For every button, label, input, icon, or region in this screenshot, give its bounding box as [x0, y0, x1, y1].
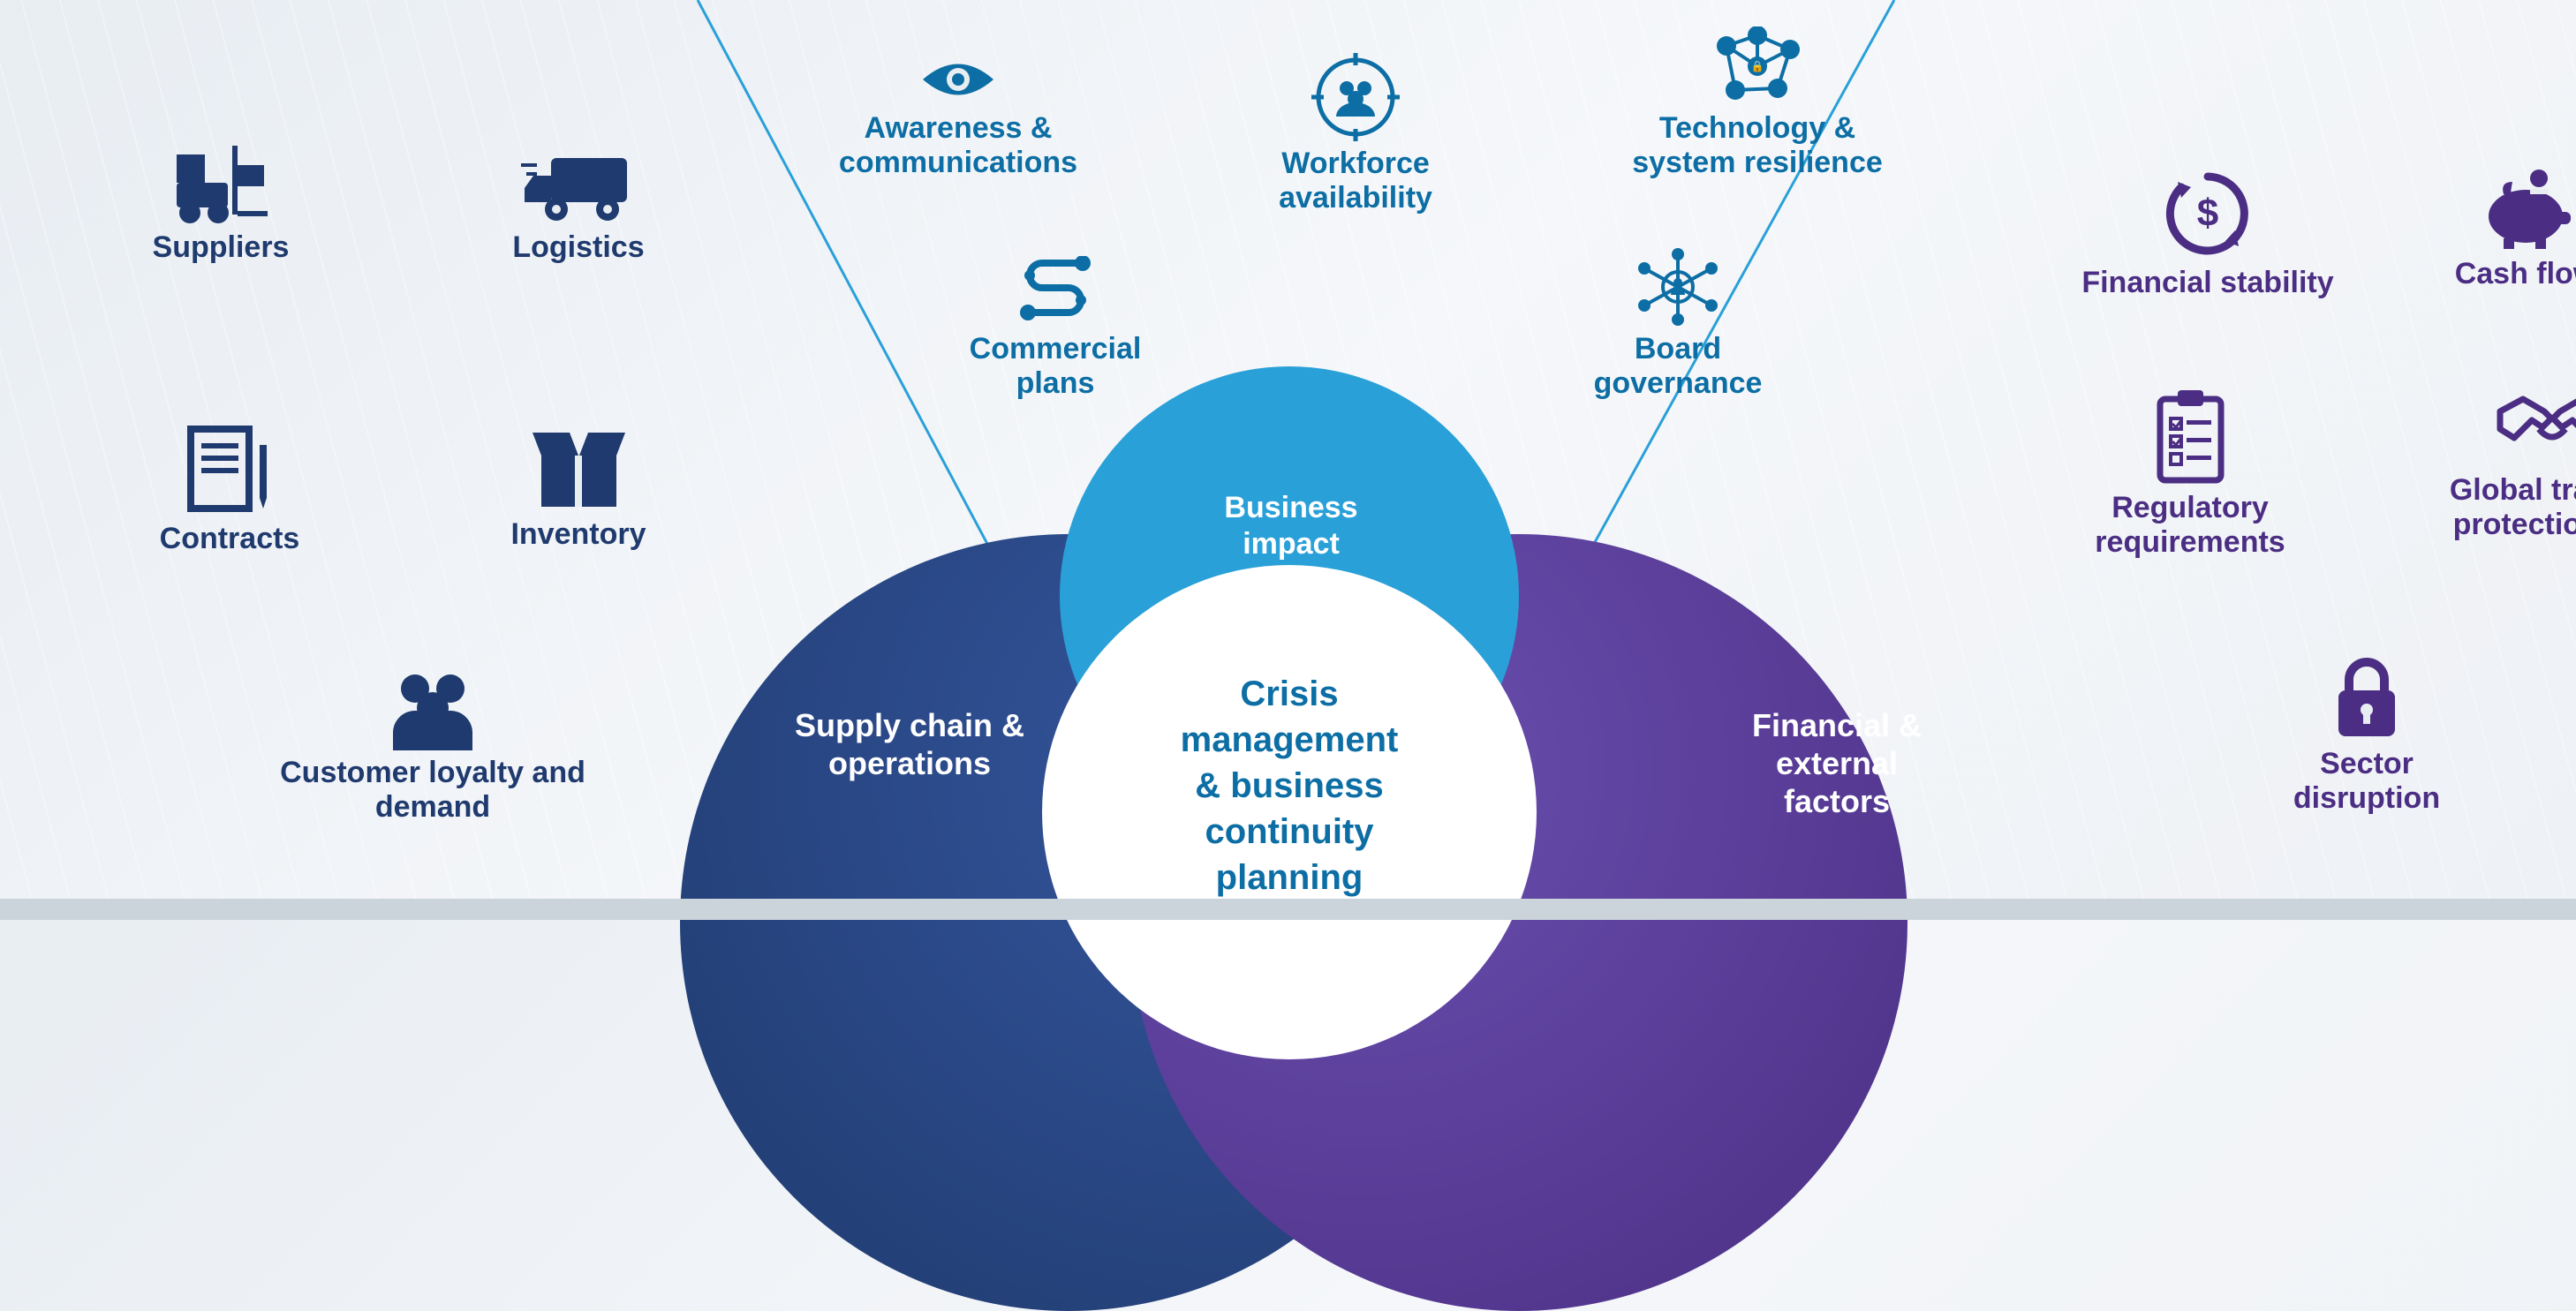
item-label: Suppliers [153, 230, 290, 265]
item-cash-flow: Cash flow [2411, 168, 2576, 291]
item-label: Awareness & communications [839, 111, 1077, 180]
forklift-icon [172, 146, 269, 225]
item-label: Inventory [510, 517, 646, 552]
item-technology: 🔒 Technology & system resilience [1598, 26, 1916, 180]
item-awareness: Awareness & communications [808, 53, 1108, 180]
item-label: Logistics [512, 230, 644, 265]
network-icon: 🔒 [1709, 26, 1806, 106]
item-label: Board governance [1594, 332, 1763, 401]
item-label: Contracts [160, 522, 300, 556]
contract-icon [185, 424, 274, 516]
truck-icon [521, 146, 636, 225]
eye-icon [918, 53, 998, 106]
item-inventory: Inventory [490, 424, 667, 552]
item-suppliers: Suppliers [132, 146, 309, 265]
item-global-trade: Global trade & protectionism [2411, 388, 2576, 542]
item-label: Technology & system resilience [1632, 111, 1883, 180]
diagram-stage: Supply chain & operations Business impac… [0, 0, 2576, 920]
item-label: Global trade & protectionism [2450, 473, 2576, 542]
item-label: Cash flow [2455, 257, 2576, 291]
venn-top-label: Business impact [1176, 490, 1406, 562]
item-label: Customer loyalty and demand [280, 756, 585, 825]
piggy-icon [2477, 168, 2574, 252]
handshake-icon [2495, 388, 2576, 468]
item-label: Workforce availability [1279, 147, 1432, 215]
item-logistics: Logistics [490, 146, 667, 265]
item-financial-stability: $ Financial stability [2049, 168, 2367, 300]
route-icon [1016, 256, 1095, 327]
hub-icon [1634, 247, 1722, 327]
people-icon [384, 671, 481, 750]
venn-left-label: Supply chain & operations [768, 706, 1051, 782]
svg-text:$: $ [2196, 192, 2217, 235]
venn-right-label: Financial & external factors [1731, 706, 1943, 821]
item-label: Sector disruption [2293, 747, 2440, 816]
item-label: Regulatory requirements [2095, 491, 2285, 560]
item-regulatory: Regulatory requirements [2049, 388, 2331, 560]
item-commercial: Commercial plans [932, 256, 1179, 401]
dollar-cycle-icon: $ [2162, 168, 2255, 260]
item-workforce: Workforce availability [1223, 53, 1488, 215]
target-people-icon [1311, 53, 1400, 141]
item-loyalty: Customer loyalty and demand [247, 671, 618, 825]
item-label: Commercial plans [970, 332, 1142, 401]
item-contracts: Contracts [132, 424, 327, 556]
item-board: Board governance [1554, 247, 1802, 401]
item-sector-disruption: Sector disruption [2243, 653, 2490, 816]
clipboard-icon [2153, 388, 2228, 486]
svg-text:🔒: 🔒 [1751, 60, 1764, 72]
box-icon [533, 424, 625, 512]
venn-center-label: Crisis management & business continuity … [1170, 671, 1409, 900]
lock-icon [2331, 653, 2402, 742]
item-label: Financial stability [2081, 266, 2333, 300]
